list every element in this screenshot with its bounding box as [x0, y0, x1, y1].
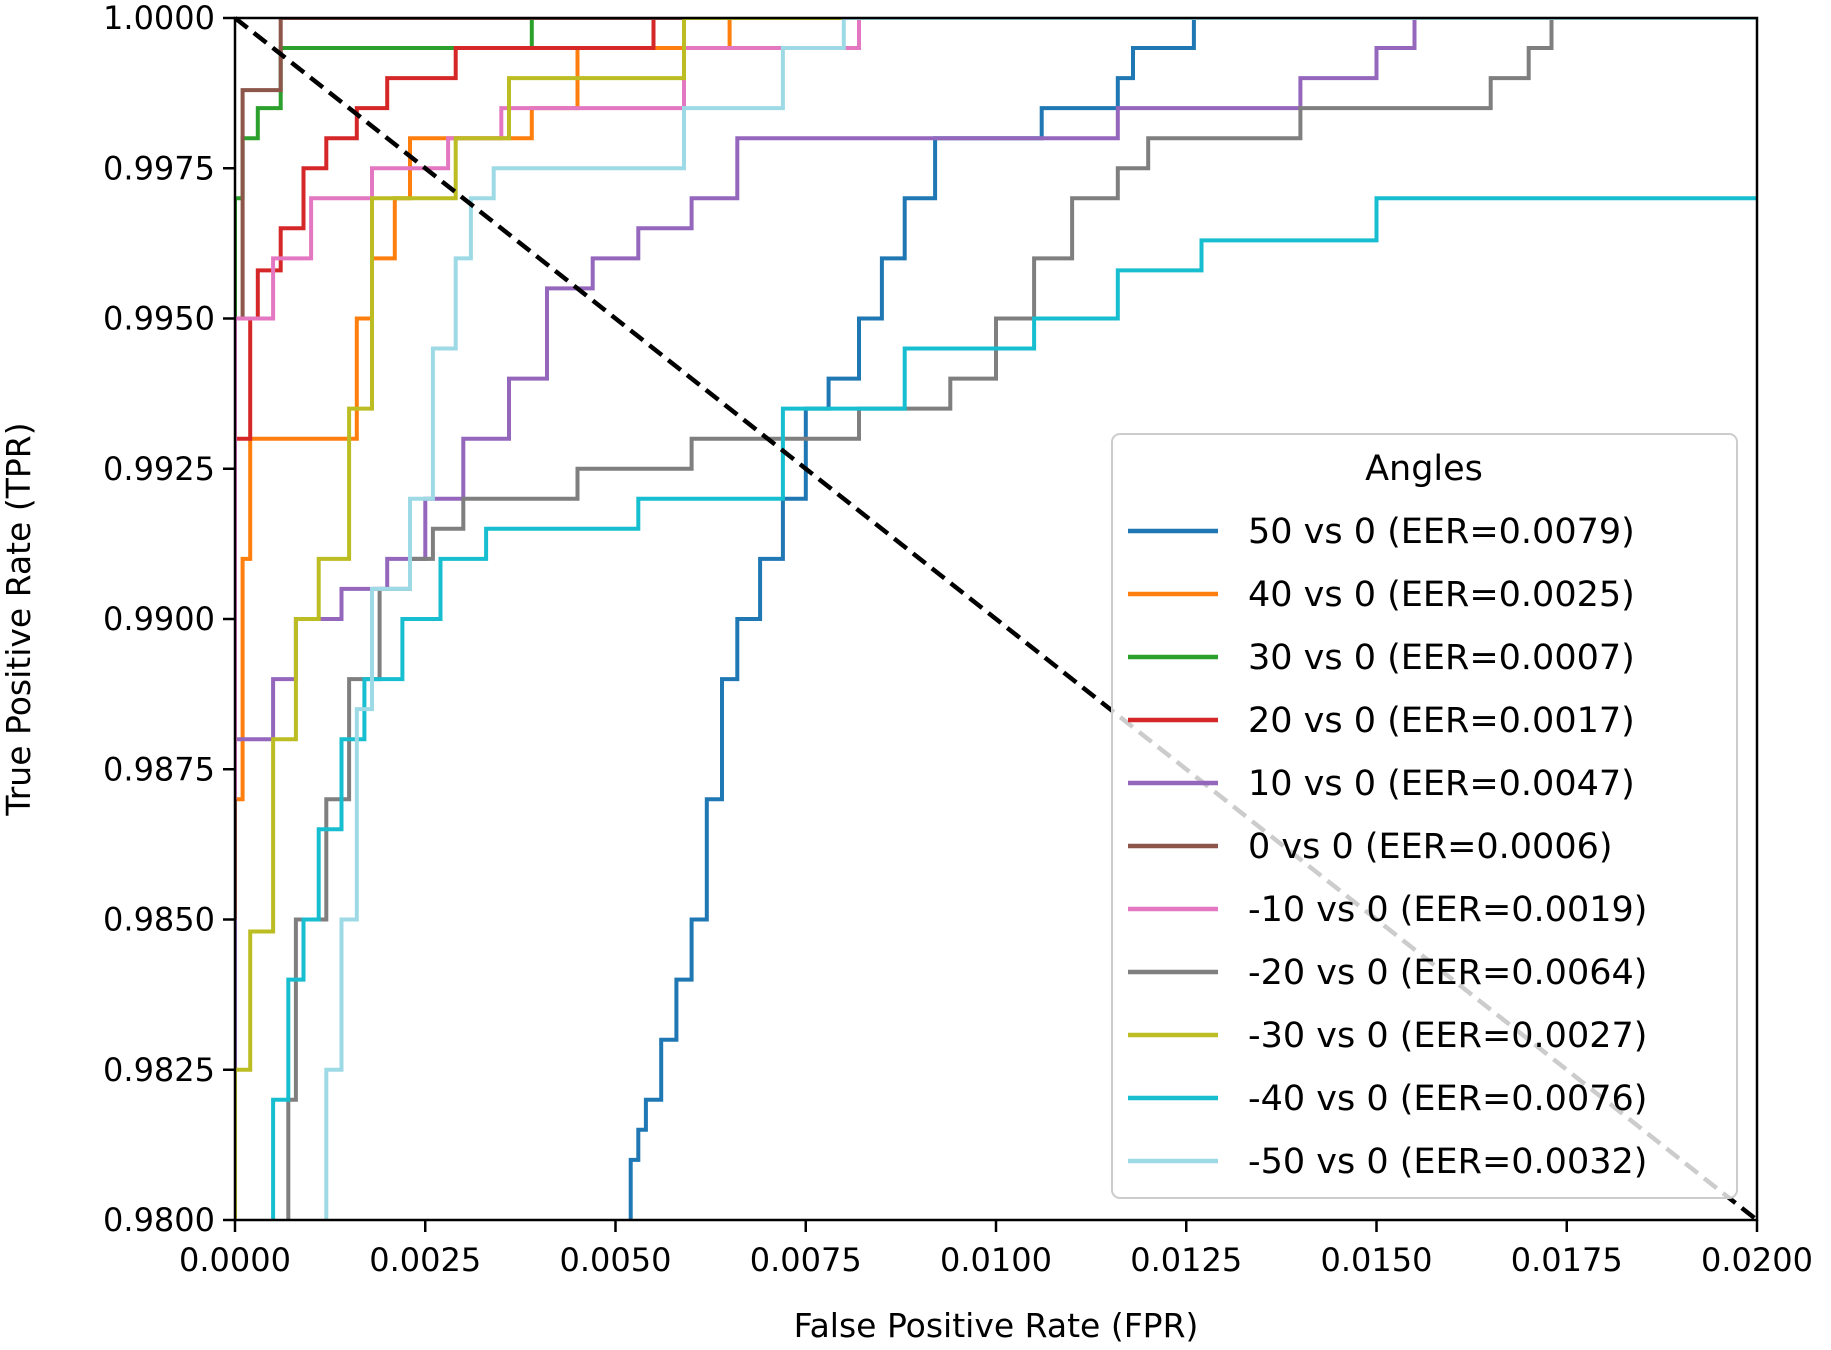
- x-axis-label: False Positive Rate (FPR): [794, 1306, 1199, 1345]
- legend-box: [1111, 433, 1738, 1199]
- legend-entry-label: -30 vs 0 (EER=0.0027): [1248, 1016, 1647, 1056]
- x-tick-label: 0.0200: [1701, 1241, 1813, 1279]
- y-tick-label: 0.9825: [103, 1051, 215, 1089]
- y-tick-label: 0.9900: [103, 600, 215, 638]
- y-tick-label: 0.9950: [103, 300, 215, 338]
- y-axis-label: True Positive Rate (TPR): [0, 422, 38, 816]
- plot-lines: [235, 18, 1757, 1220]
- series-line-8: [235, 18, 1757, 1220]
- legend-entry-label: -20 vs 0 (EER=0.0064): [1248, 953, 1647, 993]
- series-line-0: [628, 18, 1757, 1220]
- legend-entry-label: 0 vs 0 (EER=0.0006): [1248, 827, 1613, 867]
- y-tick-label: 0.9975: [103, 149, 215, 187]
- legend: Angles 50 vs 0 (EER=0.0079) 40 vs 0 (EER=…: [1111, 433, 1738, 1199]
- legend-entry-label: -40 vs 0 (EER=0.0076): [1248, 1079, 1647, 1119]
- legend-entry-label: 40 vs 0 (EER=0.0025): [1248, 575, 1635, 615]
- legend-entry-label: 20 vs 0 (EER=0.0017): [1248, 701, 1635, 741]
- y-tick-label: 1.0000: [103, 0, 215, 37]
- series-line-10: [324, 18, 1757, 1220]
- x-tick-label: 0.0125: [1130, 1241, 1242, 1279]
- x-tick-label: 0.0000: [179, 1241, 291, 1279]
- x-tick-label: 0.0050: [560, 1241, 672, 1279]
- x-tick-label: 0.0150: [1321, 1241, 1433, 1279]
- x-tick-label: 0.0175: [1511, 1241, 1623, 1279]
- x-tick-label: 0.0075: [750, 1241, 862, 1279]
- x-tick-label: 0.0100: [940, 1241, 1052, 1279]
- y-tick-label: 0.9800: [103, 1201, 215, 1239]
- x-tick-label: 0.0025: [369, 1241, 481, 1279]
- y-tick-label: 0.9875: [103, 750, 215, 788]
- legend-entry-label: 50 vs 0 (EER=0.0079): [1248, 512, 1635, 552]
- series-line-9: [271, 196, 1757, 1220]
- y-tick-label: 0.9850: [103, 901, 215, 939]
- x-axis-ticks: 0.0000 0.0025 0.0050 0.0075 0.0100 0.0125 0.01…: [179, 1220, 1813, 1279]
- legend-entry-label: 30 vs 0 (EER=0.0007): [1248, 638, 1635, 678]
- legend-entry-label: -10 vs 0 (EER=0.0019): [1248, 890, 1647, 930]
- legend-entry-label: -50 vs 0 (EER=0.0032): [1248, 1142, 1647, 1182]
- legend-title: Angles: [1365, 449, 1483, 489]
- y-tick-label: 0.9925: [103, 450, 215, 488]
- legend-entry-label: 10 vs 0 (EER=0.0047): [1248, 764, 1635, 804]
- legend-entries: 50 vs 0 (EER=0.0079) 40 vs 0 (EER=0.0025)…: [1128, 512, 1647, 1182]
- y-axis-ticks: 0.9800 0.9825 0.9850 0.9875 0.9900 0.9925 0.99…: [103, 0, 235, 1239]
